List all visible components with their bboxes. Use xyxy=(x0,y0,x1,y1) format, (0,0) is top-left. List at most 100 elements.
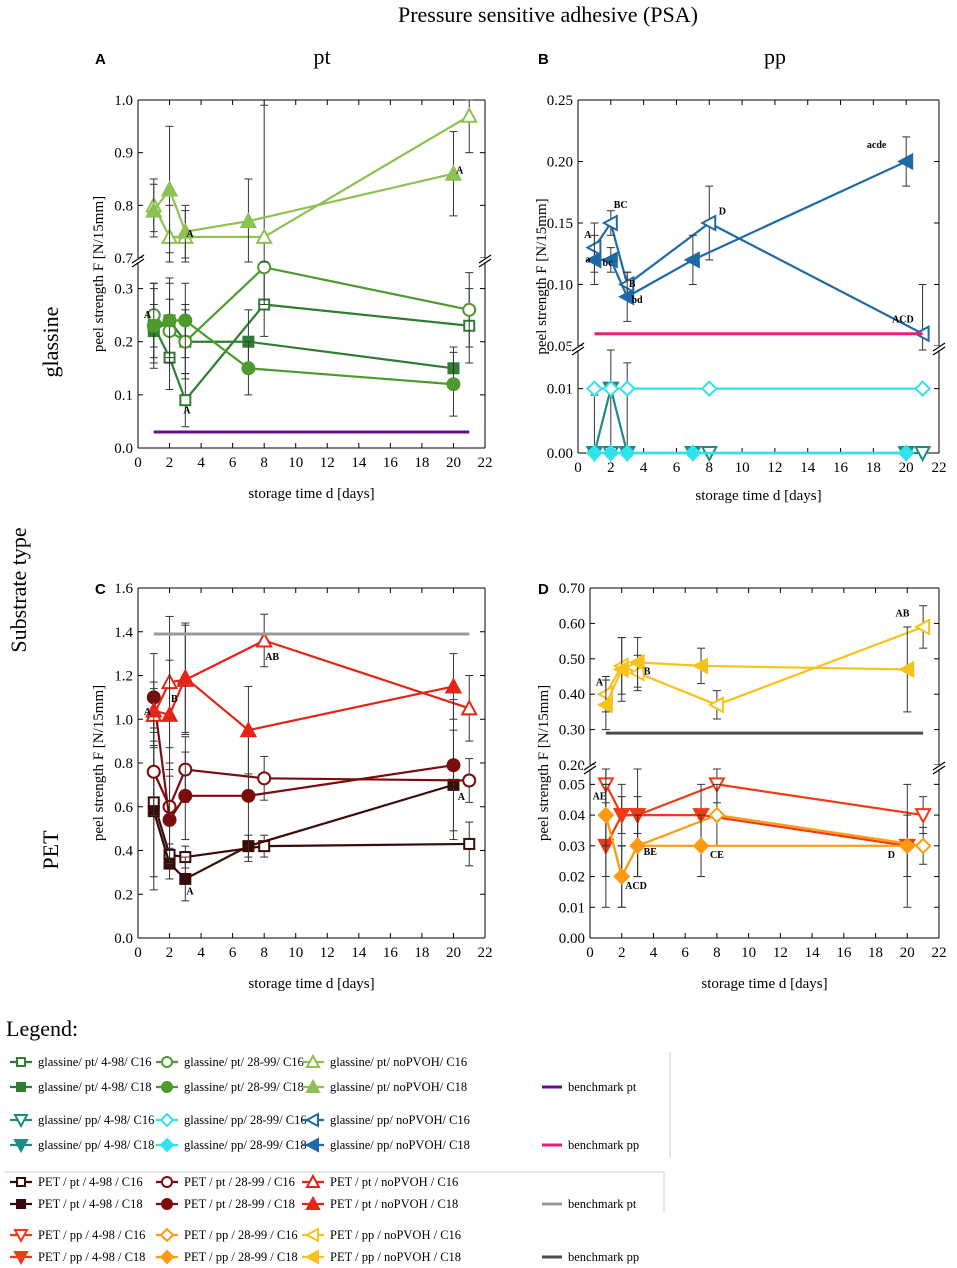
legend-item: glassine/ pt/ 28-99/ C16 xyxy=(156,1055,304,1069)
legend-group: glassine/ pt/ 4-98/ C16 glassine/ pt/ 28-… xyxy=(10,1053,637,1094)
row-label-glassine: glassine xyxy=(38,307,63,378)
series-line-segment xyxy=(264,303,470,327)
significance-label: BE xyxy=(644,847,658,858)
y-tick-label: 1.0 xyxy=(114,712,133,728)
data-point xyxy=(176,668,194,685)
x-tick-label: 22 xyxy=(478,455,493,471)
legend-item: benchmark pt xyxy=(542,1197,637,1211)
x-axis-label: storage time d [days] xyxy=(701,976,827,992)
legend-label: PET / pp / noPVOH / C16 xyxy=(330,1228,461,1242)
data-point xyxy=(602,380,620,398)
y-tick-label: 0.20 xyxy=(559,758,585,774)
data-point xyxy=(255,227,273,244)
data-point xyxy=(618,444,636,462)
axes-frame-upper: 0.20 0.30 0.40 0.50 0.60 0.70 xyxy=(559,581,940,774)
axis-break-gap xyxy=(932,765,946,769)
x-tick-label: 20 xyxy=(900,945,915,961)
series-glassine-pp-4-98-c18 xyxy=(585,349,915,463)
legend-item: PET / pt / 4-98 / C18 xyxy=(10,1197,143,1211)
data-point xyxy=(707,696,724,714)
series-line-segment xyxy=(701,664,908,671)
x-tick-label: 6 xyxy=(229,945,237,961)
axis-break-mark xyxy=(131,254,145,264)
substrate-type-label: Substrate type xyxy=(6,527,31,652)
series-pet-pp-28-99-c18 xyxy=(597,768,916,908)
series-line-segment xyxy=(184,639,265,681)
data-point xyxy=(160,180,179,197)
axis-break-mark xyxy=(932,765,946,775)
data-point xyxy=(444,677,463,694)
x-tick-label: 2 xyxy=(618,945,626,961)
series-line-segment xyxy=(263,266,470,311)
legend-marker xyxy=(161,1081,173,1093)
x-tick-label: 12 xyxy=(773,945,788,961)
data-point xyxy=(460,699,478,716)
data-point xyxy=(239,212,258,229)
series-line-segment xyxy=(185,220,249,233)
data-point xyxy=(257,771,272,786)
legend-label: glassine/ pp/ noPVOH/ C18 xyxy=(330,1138,470,1152)
series-pet-pp-nopvoh-c18 xyxy=(596,626,915,731)
axes-frame-lower: 0.0 0.1 0.2 0.3 xyxy=(114,262,486,457)
legend-label: benchmark pp xyxy=(568,1138,639,1152)
legend-label: PET / pt / noPVOH / C18 xyxy=(330,1197,458,1211)
x-tick-label: 16 xyxy=(836,945,852,961)
significance-label: bd xyxy=(632,295,644,306)
series-line-segment xyxy=(708,222,924,335)
data-point xyxy=(691,657,709,675)
x-tick-label: 8 xyxy=(706,460,714,476)
legend-label: PET / pt / 28-99 / C18 xyxy=(184,1197,295,1211)
y-tick-label: 0.50 xyxy=(559,652,585,668)
legend-label: benchmark pp xyxy=(568,1250,639,1264)
y-tick-label: 1.4 xyxy=(114,625,133,641)
axis-break-mark xyxy=(932,346,946,356)
panel-letter-C: C xyxy=(95,581,106,598)
axis-break-mark xyxy=(932,761,946,771)
data-point xyxy=(239,721,258,738)
data-point xyxy=(628,653,645,672)
series-line-segment xyxy=(716,783,924,817)
legend-marker xyxy=(16,1199,26,1209)
data-point xyxy=(700,214,717,232)
y-tick-label: 1.0 xyxy=(114,93,133,109)
x-tick-label: 2 xyxy=(166,945,174,961)
x-axis-label: storage time d [days] xyxy=(695,488,821,504)
data-point xyxy=(585,380,603,398)
data-point xyxy=(160,705,179,722)
x-tick-label: 16 xyxy=(383,455,399,471)
legend-item: glassine/ pt/ 4-98/ C18 xyxy=(10,1080,152,1094)
y-tick-label: 0.60 xyxy=(559,616,585,632)
data-point xyxy=(898,660,915,679)
data-point xyxy=(613,868,631,885)
data-point xyxy=(178,313,193,328)
significance-label: a xyxy=(585,254,590,265)
panel-subtitle-B: pp xyxy=(764,44,786,69)
legend-marker xyxy=(161,1056,173,1068)
axis-break-gap xyxy=(571,346,585,350)
series-glassine-pt-28-99-c16 xyxy=(146,260,477,380)
series-line-segment xyxy=(168,189,187,233)
panel-C: C 0.0 0.2 0.4 0.6 0.8 1.0 1.2 1.4 1.6 0 2 4 6 8 10 12 14 1… xyxy=(91,581,493,992)
data-point xyxy=(683,251,700,269)
significance-label: bc xyxy=(603,258,614,269)
series-line-segment xyxy=(263,114,470,238)
series-line-segment xyxy=(184,319,250,370)
axis-break-mark xyxy=(571,342,585,352)
axis-break-mark xyxy=(131,258,145,268)
significance-label: acde xyxy=(867,140,887,151)
axis-break-gap xyxy=(478,258,492,262)
legend-marker xyxy=(159,1227,175,1243)
panel-D: D0.200.300.400.500.600.700.000.010.020.0… xyxy=(536,581,947,992)
legend-label: PET / pp / 28-99 / C18 xyxy=(184,1250,298,1264)
panel-subtitle-A: pt xyxy=(313,44,330,69)
data-point xyxy=(162,812,177,827)
x-tick-label: 6 xyxy=(673,460,681,476)
legend-marker xyxy=(304,1112,319,1128)
series-line-segment xyxy=(248,783,454,848)
legend-item: benchmark pt xyxy=(542,1080,637,1094)
legend-marker xyxy=(13,1114,29,1129)
data-point xyxy=(914,380,932,398)
data-point xyxy=(914,618,931,636)
legend-label: glassine/ pp/ 4-98/ C18 xyxy=(38,1138,154,1152)
series-line-segment xyxy=(637,671,718,706)
